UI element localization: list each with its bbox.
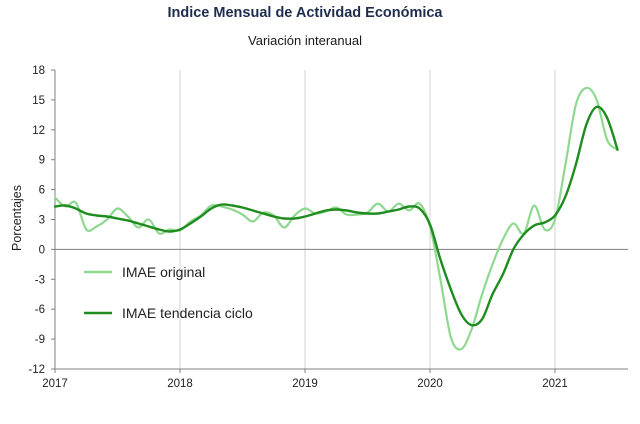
- series-line-trend: [53, 105, 619, 327]
- chart-title: Indice Mensual de Actividad Económica: [167, 5, 443, 21]
- axis-layer: [54, 70, 628, 370]
- x-tick-label: 2017: [42, 378, 68, 390]
- series-layer: [53, 86, 619, 351]
- y-tick-label: 9: [39, 155, 45, 167]
- y-axis-label: Porcentajes: [10, 185, 24, 251]
- y-tick-label: -9: [35, 334, 45, 346]
- legend-label-trend: IMAE tendencia ciclo: [122, 305, 253, 321]
- y-tick-label: 15: [32, 95, 45, 107]
- legend: IMAE original IMAE tendencia ciclo: [84, 264, 253, 321]
- y-tick-label: 6: [39, 185, 45, 197]
- y-tick-label: 0: [39, 244, 45, 256]
- y-tick-label: -6: [35, 304, 45, 316]
- tick-layer: 18 15 12 9 6 3 0 -3 -6 -9 -12 2017 2018 2019 2020 2021: [28, 65, 567, 390]
- x-tick-label: 2020: [417, 378, 443, 390]
- legend-label-original: IMAE original: [122, 264, 205, 280]
- y-tick-label: 12: [32, 125, 45, 137]
- chart-subtitle: Variación interanual: [248, 33, 362, 48]
- x-tick-label: 2019: [292, 378, 318, 390]
- grid-layer: [179, 70, 556, 369]
- y-tick-label: 3: [39, 215, 45, 227]
- x-tick-label: 2021: [542, 378, 568, 390]
- x-tick-label: 2018: [167, 378, 193, 390]
- y-tick-label: -12: [28, 364, 45, 376]
- y-tick-label: -3: [35, 274, 45, 286]
- y-tick-label: 18: [32, 65, 45, 77]
